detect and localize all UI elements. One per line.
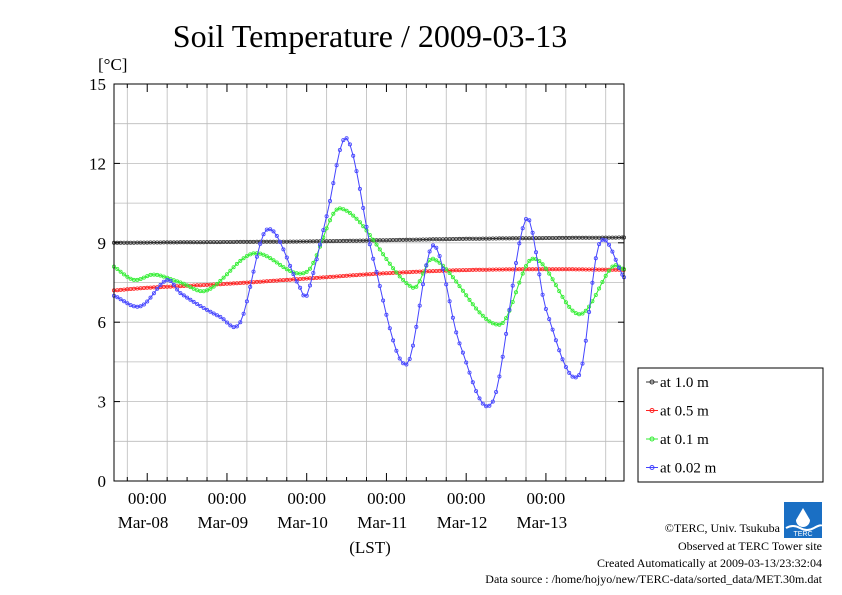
footer-copyright: ©TERC, Univ. Tsukuba: [665, 521, 781, 535]
footer-observed: Observed at TERC Tower site: [678, 539, 822, 553]
y-tick-label: 15: [89, 75, 106, 94]
chart-title: Soil Temperature / 2009-03-13: [173, 18, 567, 54]
x-tick-date-label: Mar-13: [516, 513, 567, 532]
chart: Soil Temperature / 2009-03-13 [°C] 0 3 6 9 1…: [0, 0, 842, 595]
x-tick-time-label: 00:00: [447, 489, 486, 508]
x-tick-date-label: Mar-09: [198, 513, 249, 532]
legend: at 1.0 m at 0.5 m at 0.1 m at 0.02 m: [638, 368, 823, 482]
footer-source: Data source : /home/hojyo/new/TERC-data/…: [485, 572, 822, 586]
footer-created: Created Automatically at 2009-03-13/23:3…: [597, 556, 822, 570]
x-tick-date-label: Mar-08: [118, 513, 169, 532]
x-tick-time-label: 00:00: [287, 489, 326, 508]
y-axis-label: [°C]: [98, 55, 127, 74]
x-tick-time-label: 00:00: [527, 489, 566, 508]
terc-logo: TERC: [784, 502, 822, 538]
legend-label: at 1.0 m: [660, 375, 709, 391]
x-tick-time-label: 00:00: [128, 489, 167, 508]
legend-label: at 0.02 m: [660, 461, 717, 477]
legend-label: at 0.1 m: [660, 432, 709, 448]
x-tick-date-label: Mar-12: [437, 513, 488, 532]
x-tick-time-label: 00:00: [367, 489, 406, 508]
x-tick-time-label: 00:00: [208, 489, 247, 508]
y-tick-label: 3: [98, 393, 107, 412]
x-tick-date-label: Mar-10: [277, 513, 328, 532]
x-axis-label: (LST): [349, 538, 391, 557]
y-tick-label: 6: [98, 313, 107, 332]
legend-label: at 0.5 m: [660, 404, 709, 420]
y-tick-label: 0: [98, 472, 107, 491]
y-tick-label: 9: [98, 234, 107, 253]
y-tick-label: 12: [89, 154, 106, 173]
logo-text: TERC: [793, 531, 812, 538]
x-tick-date-label: Mar-11: [357, 513, 407, 532]
